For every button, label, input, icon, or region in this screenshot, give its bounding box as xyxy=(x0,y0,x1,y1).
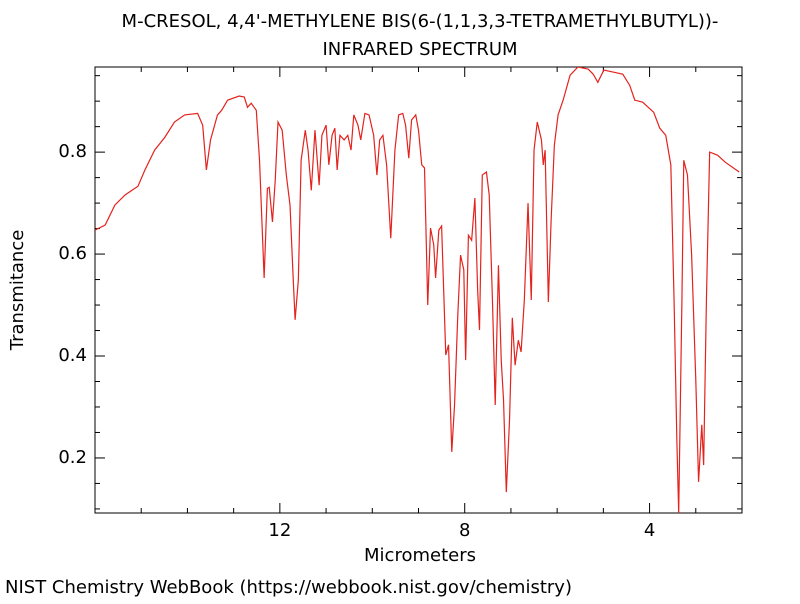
y-axis-label: Transmitance xyxy=(7,230,28,352)
x-tick-label: 8 xyxy=(459,520,470,541)
spectrum-line xyxy=(95,67,740,513)
chart-title: INFRARED SPECTRUM xyxy=(322,39,517,60)
x-axis-label: Micrometers xyxy=(364,545,476,566)
footer: NIST Chemistry WebBook (https://webbook.… xyxy=(5,577,572,598)
x-tick-label: 12 xyxy=(268,520,291,541)
y-tick-label: 0.2 xyxy=(58,447,87,468)
y-tick-label: 0.8 xyxy=(58,141,87,162)
y-tick-label: 0.4 xyxy=(58,345,87,366)
x-tick-label: 4 xyxy=(644,520,655,541)
y-tick-label: 0.6 xyxy=(58,243,87,264)
chart-title: M-CRESOL, 4,4'-METHYLENE BIS(6-(1,1,3,3-… xyxy=(122,11,719,32)
